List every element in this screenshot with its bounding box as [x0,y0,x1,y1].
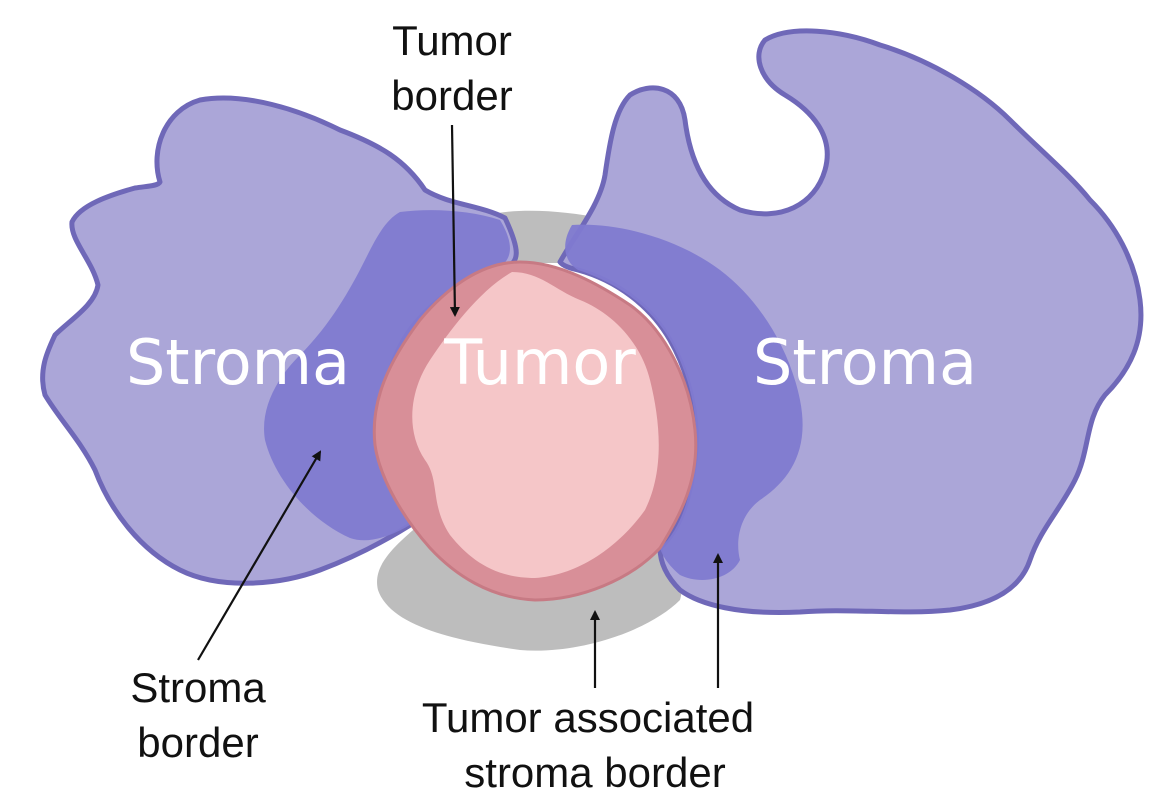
stroma-border-zone-right [565,224,803,580]
tumor-core [412,272,659,578]
stroma-border-arrow [197,450,322,661]
tumor-associated-label-line1: Tumor associated [422,694,754,741]
tumor-associated-stroma-zone [377,210,682,651]
tumor-border-label-line1: Tumor [392,17,512,64]
tumor-label: Tumor [443,326,636,399]
stroma-left-label: Stroma [126,326,350,399]
tumor-associated-label-line2: stroma border [464,749,725,796]
stroma-border-label-line2: border [137,719,258,766]
tumor-border-arrow [449,124,460,317]
stroma-right-label: Stroma [753,326,977,399]
tumor-border-label-line2: border [391,72,512,119]
stroma-border-label-line1: Stroma [130,664,266,711]
